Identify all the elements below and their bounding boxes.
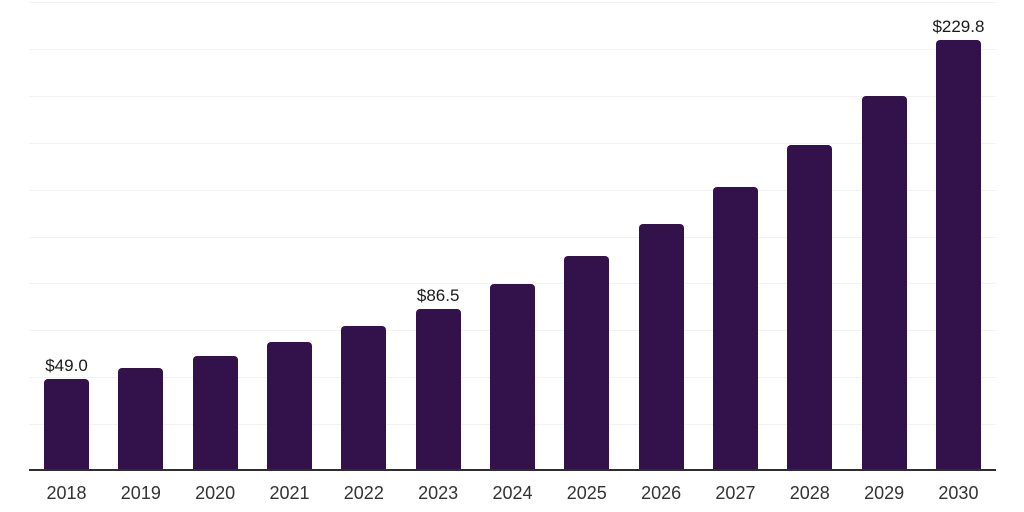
plot-area: $49.0 $86.5 $229.8 2018 2019 2020 2021 2022 202… xyxy=(29,0,996,512)
bar-group-2025 xyxy=(564,256,610,471)
bar-group-2021 xyxy=(266,341,312,471)
bar-2030[interactable] xyxy=(935,39,981,471)
bar-2024[interactable] xyxy=(489,284,535,471)
gridline-250 xyxy=(29,2,996,3)
bar-2021[interactable] xyxy=(266,341,312,471)
gridline-125 xyxy=(29,236,996,238)
gridline-225 xyxy=(29,48,996,50)
bar-2018[interactable] xyxy=(44,379,89,471)
bar-value-label-2023: $86.5 xyxy=(416,285,460,305)
bar-group-2028 xyxy=(787,144,833,471)
bar-2023[interactable] xyxy=(415,308,461,471)
bar-group-2026 xyxy=(638,224,684,471)
x-tick-label-2018: 2018 xyxy=(46,483,87,503)
bar-value-label-2030: $229.8 xyxy=(932,16,985,36)
bar-group-2020 xyxy=(192,355,238,471)
bar-group-2023: $86.5 xyxy=(415,287,461,471)
bar-2022[interactable] xyxy=(341,326,387,471)
x-tick-label-2024: 2024 xyxy=(492,483,533,503)
x-tick-label-2019: 2019 xyxy=(120,483,161,503)
bar-2028[interactable] xyxy=(787,144,833,471)
bar-group-2027 xyxy=(712,187,758,471)
bar-2029[interactable] xyxy=(861,96,907,471)
bar-2027[interactable] xyxy=(712,187,758,471)
x-axis-tick-labels: 2018 2019 2020 2021 2022 2023 2024 2025 2026 2027… xyxy=(29,483,996,503)
gridline-200 xyxy=(29,95,996,97)
bar-2025[interactable] xyxy=(564,256,610,471)
gridline-150 xyxy=(29,189,996,191)
gridline-100 xyxy=(29,283,996,285)
bar-2026[interactable] xyxy=(638,224,684,471)
bar-2020[interactable] xyxy=(192,355,238,471)
bars-row: $49.0 $86.5 $229.8 xyxy=(29,18,996,471)
x-tick-label-2021: 2021 xyxy=(269,483,310,503)
gridline-175 xyxy=(29,142,996,144)
bar-group-2019 xyxy=(118,368,164,471)
bar-group-2024 xyxy=(489,284,535,471)
bar-group-2018: $49.0 xyxy=(44,357,89,471)
bar-group-2022 xyxy=(341,326,387,471)
x-tick-label-2028: 2028 xyxy=(789,483,830,503)
bar-value-label-2018: $49.0 xyxy=(45,356,88,376)
x-axis-line xyxy=(29,469,996,471)
x-tick-label-2025: 2025 xyxy=(566,483,607,503)
bar-2019[interactable] xyxy=(118,368,164,471)
x-tick-label-2029: 2029 xyxy=(864,483,905,503)
bar-group-2029 xyxy=(861,96,907,471)
x-tick-label-2023: 2023 xyxy=(418,483,459,503)
bar-group-2030: $229.8 xyxy=(932,18,984,471)
x-tick-label-2022: 2022 xyxy=(343,483,384,503)
x-tick-label-2027: 2027 xyxy=(715,483,756,503)
x-tick-label-2030: 2030 xyxy=(938,483,979,503)
x-tick-label-2020: 2020 xyxy=(195,483,236,503)
x-tick-label-2026: 2026 xyxy=(641,483,682,503)
